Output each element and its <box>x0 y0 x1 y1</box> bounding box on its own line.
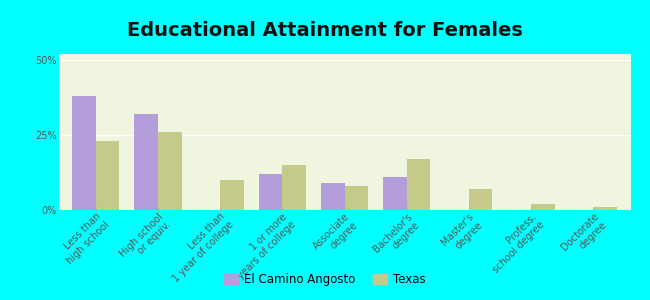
Legend: El Camino Angosto, Texas: El Camino Angosto, Texas <box>219 269 431 291</box>
Bar <box>383 177 407 210</box>
Bar <box>344 186 368 210</box>
Bar <box>96 141 120 210</box>
Bar <box>220 180 244 210</box>
Bar <box>407 159 430 210</box>
Bar <box>469 189 493 210</box>
Text: Educational Attainment for Females: Educational Attainment for Females <box>127 21 523 40</box>
Bar <box>531 204 554 210</box>
Bar <box>158 132 181 210</box>
Bar <box>282 165 306 210</box>
Bar <box>135 114 158 210</box>
Bar <box>72 96 96 210</box>
Bar <box>593 207 617 210</box>
Bar <box>321 183 345 210</box>
Bar <box>259 174 282 210</box>
